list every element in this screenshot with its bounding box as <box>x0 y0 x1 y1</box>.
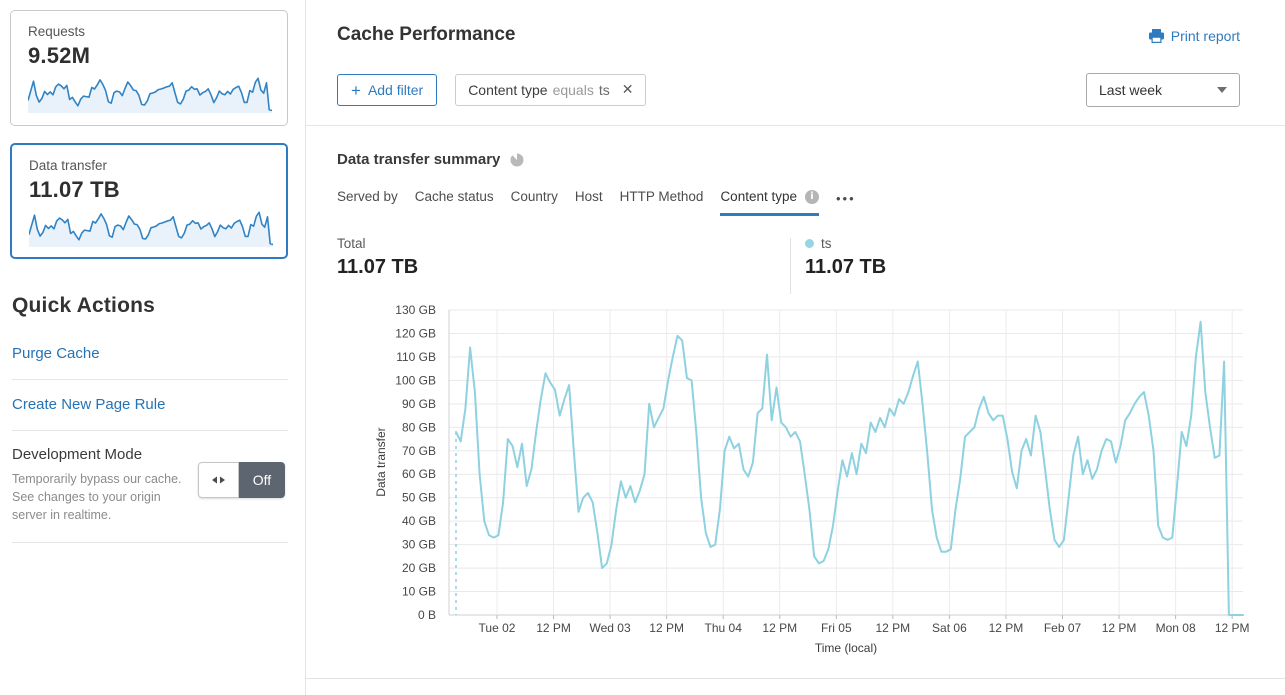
main-panel: Cache Performance Print report + Add fil… <box>306 0 1285 695</box>
svg-text:Feb 07: Feb 07 <box>1044 621 1082 635</box>
summary-tabs: Served by Cache status Country Host HTTP… <box>337 189 1285 216</box>
chart-x-axis-label: Time (local) <box>814 641 878 655</box>
divider <box>306 125 1285 126</box>
requests-metric-card[interactable]: Requests 9.52M <box>10 10 288 126</box>
svg-text:40 GB: 40 GB <box>402 514 436 528</box>
purge-cache-link[interactable]: Purge Cache <box>12 345 100 362</box>
data-transfer-metric-card[interactable]: Data transfer 11.07 TB <box>10 143 288 259</box>
main-header: Cache Performance Print report <box>306 0 1285 46</box>
total-label: Total <box>337 236 366 251</box>
time-range-select[interactable]: Last week <box>1086 73 1240 107</box>
data-transfer-sparkline <box>29 211 273 247</box>
development-mode-section: Development Mode Temporarily bypass our … <box>12 446 288 542</box>
svg-text:60 GB: 60 GB <box>402 467 436 481</box>
svg-text:70 GB: 70 GB <box>402 444 436 458</box>
legend-value: 11.07 TB <box>805 256 887 278</box>
filter-chip-content-type[interactable]: Content type equals ts ✕ <box>455 74 647 106</box>
sidebar: Requests 9.52M Data transfer 11.07 TB Qu… <box>0 0 306 695</box>
quick-actions-title: Quick Actions <box>12 294 156 317</box>
filter-field: Content type <box>468 82 548 98</box>
svg-text:12 PM: 12 PM <box>649 621 684 635</box>
svg-text:30 GB: 30 GB <box>402 538 436 552</box>
svg-text:100 GB: 100 GB <box>395 373 436 387</box>
requests-value: 9.52M <box>28 43 91 68</box>
svg-text:Tue 02: Tue 02 <box>479 621 516 635</box>
add-filter-label: Add filter <box>367 82 424 98</box>
divider <box>12 379 288 380</box>
filter-value: ts <box>598 82 610 98</box>
svg-text:Fri 05: Fri 05 <box>821 621 852 635</box>
tab-content-type[interactable]: Content type i <box>720 189 819 216</box>
tab-served-by[interactable]: Served by <box>337 189 398 204</box>
svg-text:Wed 03: Wed 03 <box>590 621 631 635</box>
chart-canvas[interactable]: 0 B 10 GB 20 GB 30 GB 40 GB 50 GB 60 GB 70 GB 80… <box>367 300 1251 666</box>
legend-label: ts <box>821 236 832 251</box>
tab-http-method[interactable]: HTTP Method <box>619 189 704 204</box>
create-page-rule-link[interactable]: Create New Page Rule <box>12 396 166 413</box>
svg-text:0 B: 0 B <box>418 608 436 622</box>
data-transfer-label: Data transfer <box>29 158 108 173</box>
filter-bar: + Add filter Content type equals ts ✕ La… <box>337 73 1240 107</box>
svg-text:Thu 04: Thu 04 <box>705 621 743 635</box>
data-transfer-value: 11.07 TB <box>29 177 120 202</box>
svg-text:12 PM: 12 PM <box>536 621 571 635</box>
legend-ts[interactable]: ts 11.07 TB <box>805 236 886 279</box>
divider <box>12 430 288 431</box>
print-report-link[interactable]: Print report <box>1148 28 1240 44</box>
divider <box>12 542 288 544</box>
svg-text:120 GB: 120 GB <box>395 326 436 340</box>
svg-text:12 PM: 12 PM <box>762 621 797 635</box>
toggle-state-label: Off <box>239 462 285 498</box>
svg-text:12 PM: 12 PM <box>1102 621 1137 635</box>
quick-actions-section: Quick Actions Purge Cache Create New Pag… <box>12 294 288 544</box>
chart-y-axis-label: Data transfer <box>374 427 388 497</box>
pie-chart-icon <box>510 153 524 166</box>
tab-country[interactable]: Country <box>510 189 558 204</box>
svg-text:20 GB: 20 GB <box>402 561 436 575</box>
total-value: 11.07 TB <box>337 256 419 278</box>
requests-sparkline <box>28 77 272 113</box>
svg-text:Sat 06: Sat 06 <box>932 621 967 635</box>
svg-text:90 GB: 90 GB <box>402 397 436 411</box>
svg-text:50 GB: 50 GB <box>402 491 436 505</box>
page-title: Cache Performance <box>337 24 516 45</box>
divider <box>790 238 791 294</box>
svg-text:80 GB: 80 GB <box>402 420 436 434</box>
svg-text:Mon 08: Mon 08 <box>1156 621 1196 635</box>
development-mode-description: Temporarily bypass our cache. See change… <box>12 472 182 523</box>
svg-text:110 GB: 110 GB <box>396 350 436 364</box>
tab-host[interactable]: Host <box>574 189 603 204</box>
svg-text:130 GB: 130 GB <box>395 303 436 317</box>
remove-filter-icon[interactable]: ✕ <box>621 82 634 98</box>
totals-row: Total 11.07 TB ts 11.07 TB <box>337 236 1285 294</box>
svg-text:12 PM: 12 PM <box>1215 621 1250 635</box>
data-transfer-chart[interactable]: 0 B 10 GB 20 GB 30 GB 40 GB 50 GB 60 GB 70 GB 80… <box>367 300 1251 666</box>
plus-icon: + <box>351 80 361 100</box>
add-filter-button[interactable]: + Add filter <box>337 74 438 106</box>
development-mode-toggle[interactable]: Off <box>198 462 285 498</box>
more-tabs-button[interactable]: ••• <box>836 190 856 206</box>
svg-text:12 PM: 12 PM <box>876 621 911 635</box>
summary-title: Data transfer summary <box>337 151 501 168</box>
svg-text:12 PM: 12 PM <box>989 621 1024 635</box>
print-report-label: Print report <box>1170 28 1240 44</box>
development-mode-title: Development Mode <box>12 446 143 463</box>
divider <box>306 678 1285 679</box>
filter-operator: equals <box>552 82 594 98</box>
toggle-arrows-icon <box>198 462 239 498</box>
legend-dot-icon <box>805 239 814 248</box>
printer-icon <box>1148 29 1164 43</box>
time-range-value: Last week <box>1099 82 1163 98</box>
requests-label: Requests <box>28 24 86 39</box>
data-transfer-summary-section: Data transfer summary Served by Cache st… <box>306 151 1285 666</box>
svg-text:10 GB: 10 GB <box>402 585 436 599</box>
chevron-down-icon <box>1217 87 1227 93</box>
info-icon[interactable]: i <box>805 189 819 204</box>
tab-cache-status[interactable]: Cache status <box>414 189 494 204</box>
